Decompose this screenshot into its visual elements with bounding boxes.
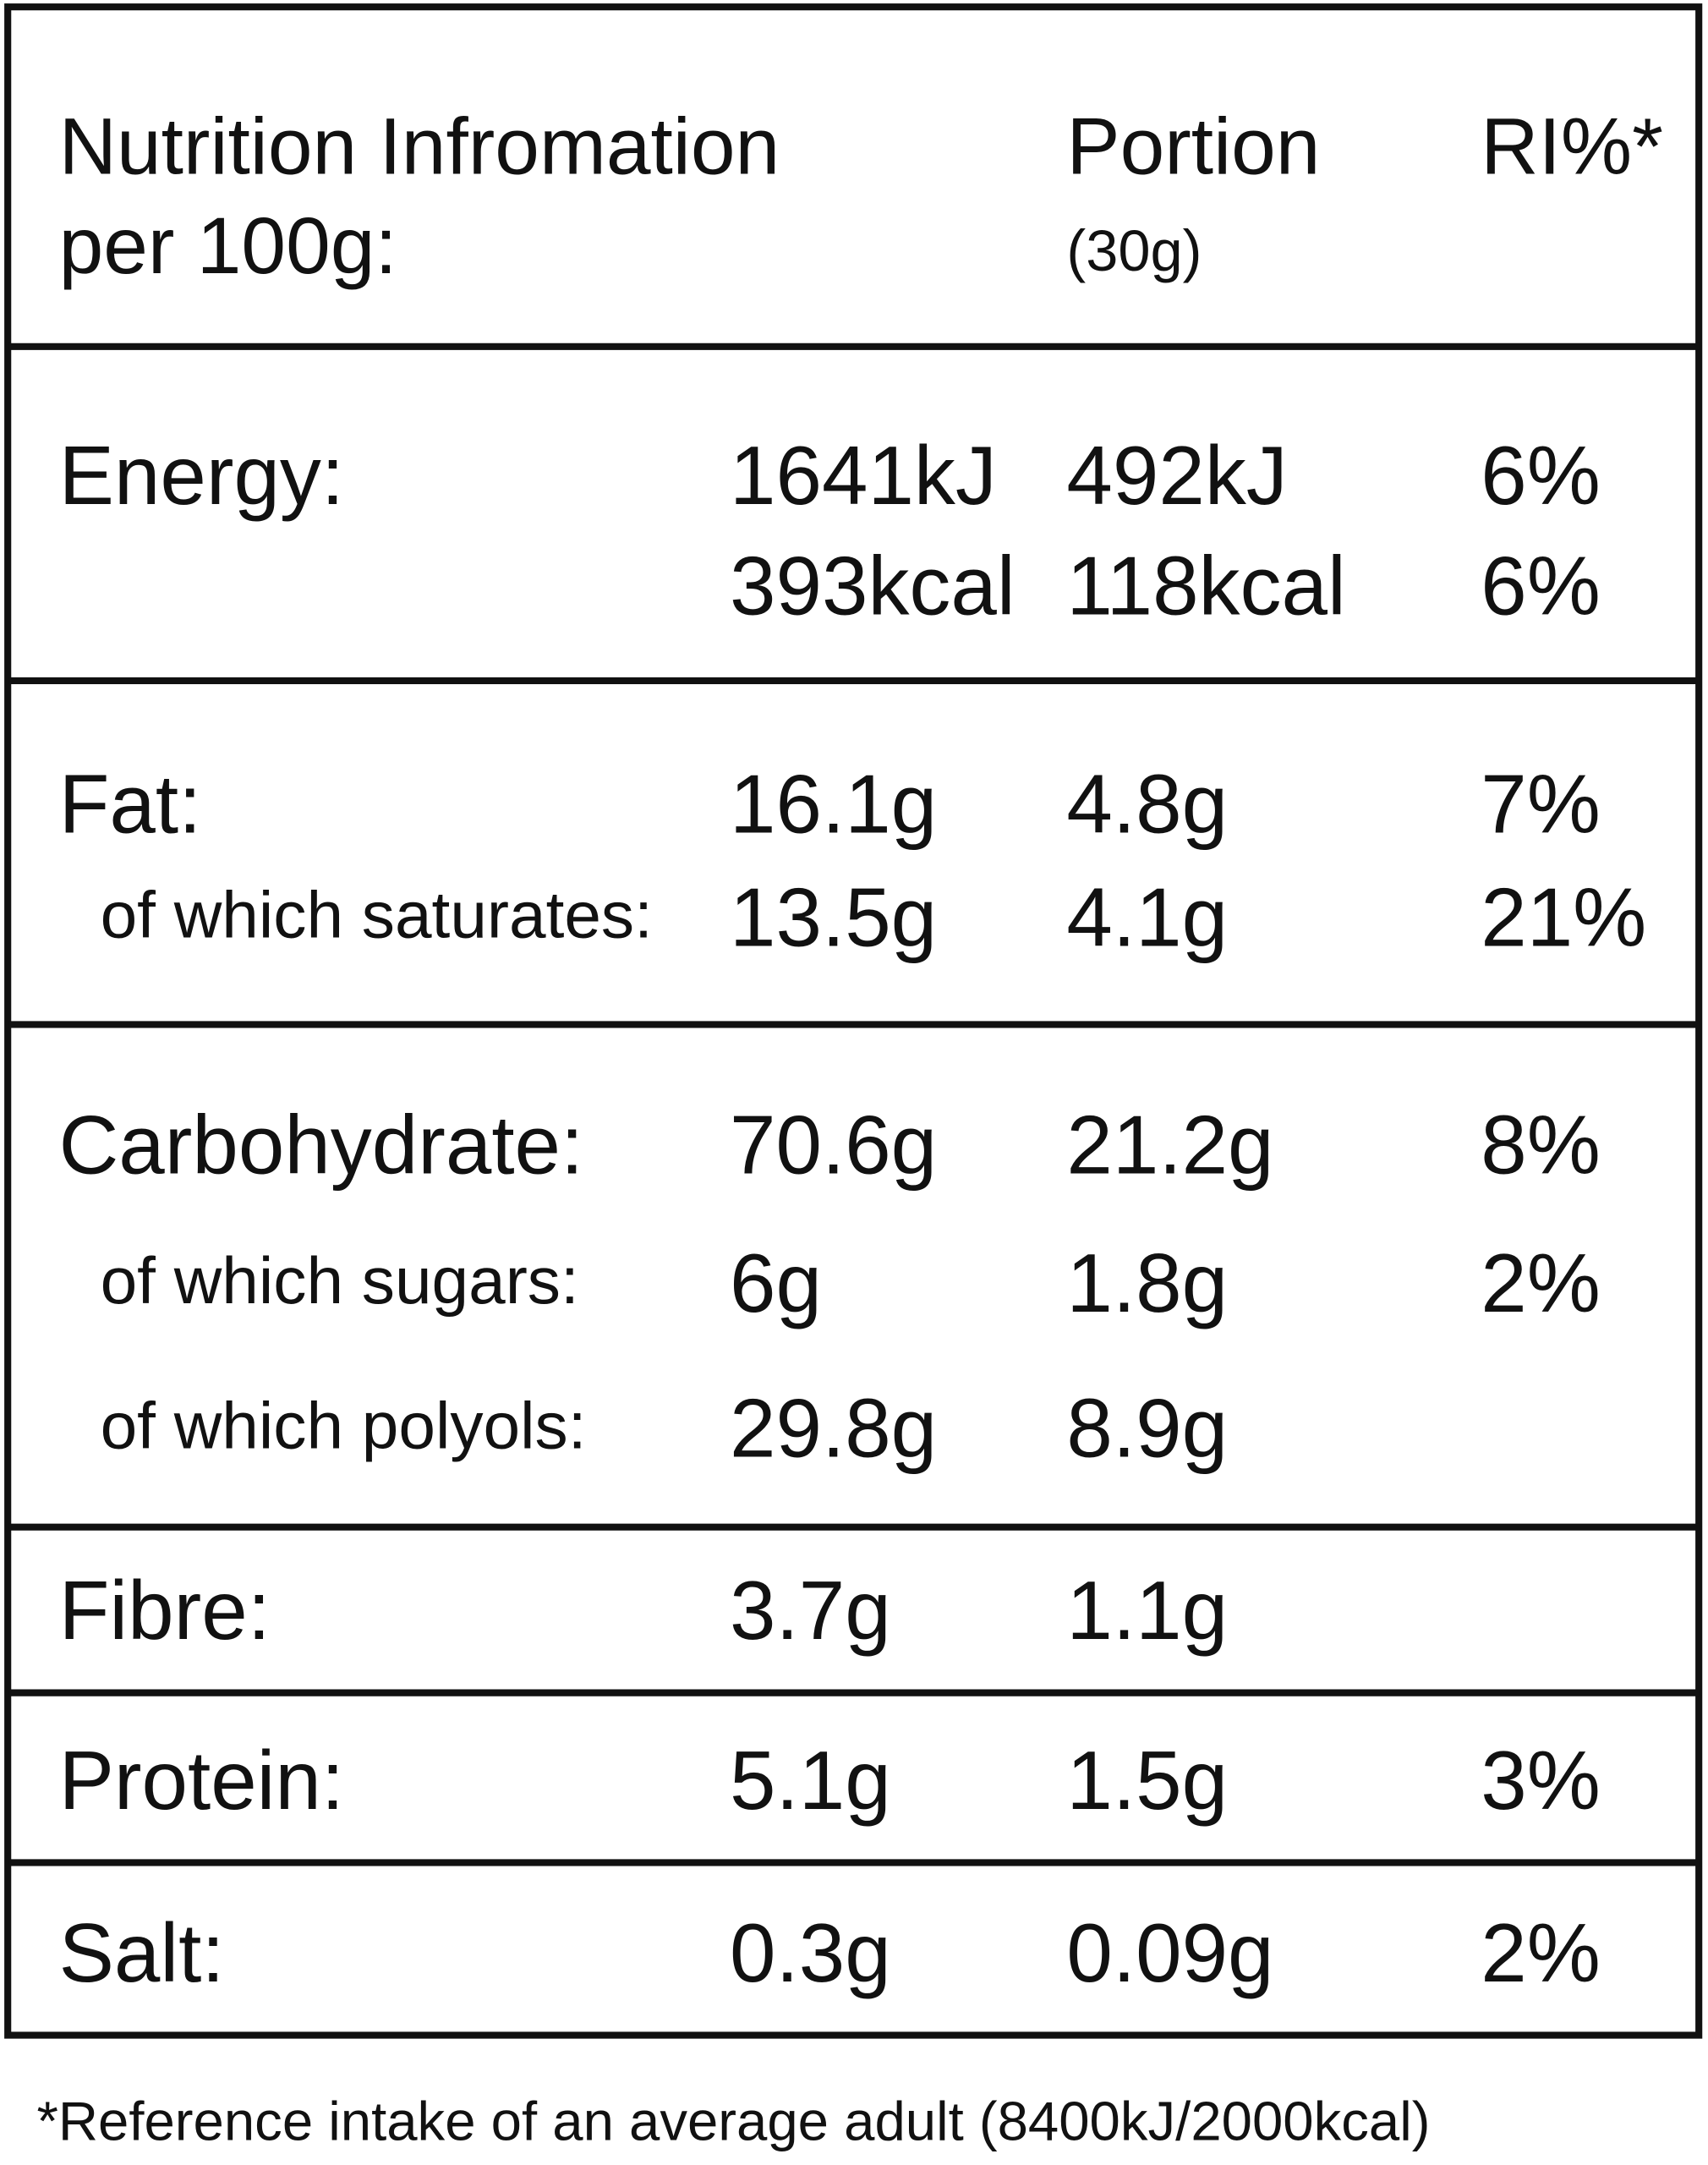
portion-value: 1.5g: [1066, 1734, 1228, 1827]
header-title: per 100g:: [59, 201, 397, 291]
nutrient-label: Carbohydrate:: [59, 1099, 584, 1192]
portion-value: 0.09g: [1066, 1906, 1273, 1999]
per-100g-value: 70.6g: [730, 1099, 937, 1192]
per-100g-value: 16.1g: [730, 757, 937, 850]
nutrient-label: of which saturates:: [101, 878, 653, 952]
portion-value: 492kJ: [1066, 429, 1287, 522]
portion-value: 118kcal: [1066, 540, 1345, 633]
per-100g-value: 5.1g: [730, 1734, 891, 1827]
nutrient-label: Salt:: [59, 1906, 225, 1999]
ri-value: 8%: [1481, 1099, 1601, 1192]
per-100g-value: 6g: [730, 1236, 822, 1329]
header-title: Nutrition Infromation: [59, 102, 780, 192]
ri-value: 3%: [1481, 1734, 1601, 1827]
per-100g-value: 29.8g: [730, 1381, 937, 1474]
ri-value: 2%: [1481, 1236, 1601, 1329]
portion-value: 4.8g: [1066, 757, 1228, 850]
per-100g-value: 1641kJ: [730, 429, 997, 522]
ri-value: 6%: [1481, 540, 1601, 633]
header-portion: Portion: [1066, 102, 1320, 192]
ri-value: 6%: [1481, 429, 1601, 522]
portion-value: 8.9g: [1066, 1381, 1228, 1474]
portion-value: 21.2g: [1066, 1099, 1273, 1192]
per-100g-value: 3.7g: [730, 1564, 891, 1657]
per-100g-value: 393kcal: [730, 540, 1015, 633]
portion-value: 1.1g: [1066, 1564, 1228, 1657]
row-separators: [8, 343, 1700, 1866]
nutrient-label: Protein:: [59, 1734, 345, 1827]
nutrient-label: of which sugars:: [101, 1243, 579, 1318]
ri-value: 2%: [1481, 1906, 1601, 1999]
header-portion-size: (30g): [1066, 218, 1202, 283]
per-100g-value: 0.3g: [730, 1906, 891, 1999]
per-100g-value: 13.5g: [730, 870, 937, 963]
header-ri: RI%*: [1481, 102, 1663, 192]
portion-value: 4.1g: [1066, 870, 1228, 963]
footnote: *Reference intake of an average adult (8…: [36, 2091, 1430, 2152]
table-border: [4, 3, 1703, 2039]
nutrient-label: Fat:: [59, 757, 202, 850]
portion-value: 1.8g: [1066, 1236, 1228, 1329]
nutrient-label: Fibre:: [59, 1564, 271, 1657]
nutrient-label: Energy:: [59, 429, 345, 522]
nutrient-label: of which polyols:: [101, 1389, 587, 1463]
ri-value: 7%: [1481, 757, 1601, 850]
ri-value: 21%: [1481, 870, 1646, 963]
